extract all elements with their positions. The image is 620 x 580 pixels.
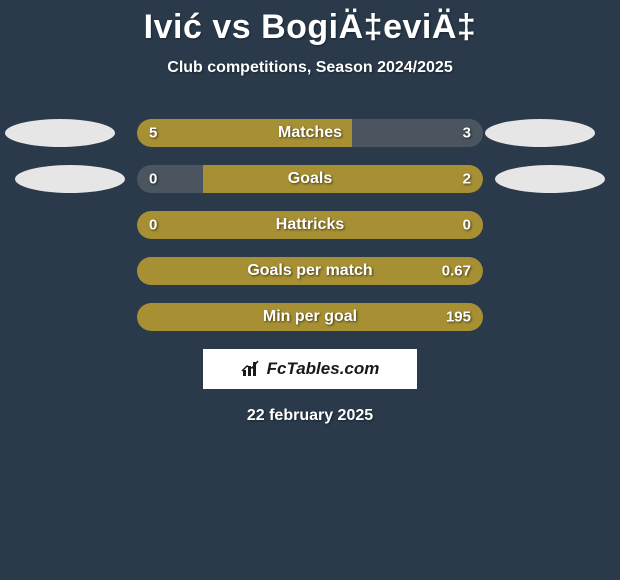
stat-row: Hattricks 0 0 [0, 211, 620, 239]
stat-value-right: 0.67 [442, 263, 471, 280]
stat-value-right: 2 [463, 171, 471, 188]
subtitle: Club competitions, Season 2024/2025 [167, 59, 452, 77]
stat-row: Min per goal 195 [0, 303, 620, 331]
stat-value-left: 0 [149, 217, 157, 234]
stat-label: Goals [288, 170, 332, 188]
stats-rows: Matches 5 3 Goals 0 2 Hattricks 0 0 Goals per mat… [0, 119, 620, 331]
stat-value-left: 0 [149, 171, 157, 188]
stat-value-right: 3 [463, 125, 471, 142]
stat-label: Matches [278, 124, 342, 142]
date-text: 22 february 2025 [247, 407, 373, 425]
stat-bar: Matches 5 3 [137, 119, 483, 147]
stat-value-right: 0 [463, 217, 471, 234]
stat-bar: Hattricks 0 0 [137, 211, 483, 239]
stat-label: Hattricks [276, 216, 344, 234]
stat-value-right: 195 [446, 309, 471, 326]
stat-bar: Goals per match 0.67 [137, 257, 483, 285]
page-title: Ivić vs BogiÄ‡eviÄ‡ [144, 8, 477, 47]
comparison-card: Ivić vs BogiÄ‡eviÄ‡ Club competitions, S… [0, 0, 620, 425]
stat-bar: Goals 0 2 [137, 165, 483, 193]
stat-fill-right [203, 165, 483, 193]
stat-fill-left [137, 165, 203, 193]
stat-row: Goals per match 0.67 [0, 257, 620, 285]
stat-value-left: 5 [149, 125, 157, 142]
bar-chart-icon [241, 360, 263, 378]
stat-row: Matches 5 3 [0, 119, 620, 147]
stat-bar: Min per goal 195 [137, 303, 483, 331]
stat-label: Min per goal [263, 308, 357, 326]
stat-row: Goals 0 2 [0, 165, 620, 193]
brand-box[interactable]: FcTables.com [203, 349, 417, 389]
stat-label: Goals per match [247, 262, 372, 280]
brand-text: FcTables.com [267, 359, 380, 379]
